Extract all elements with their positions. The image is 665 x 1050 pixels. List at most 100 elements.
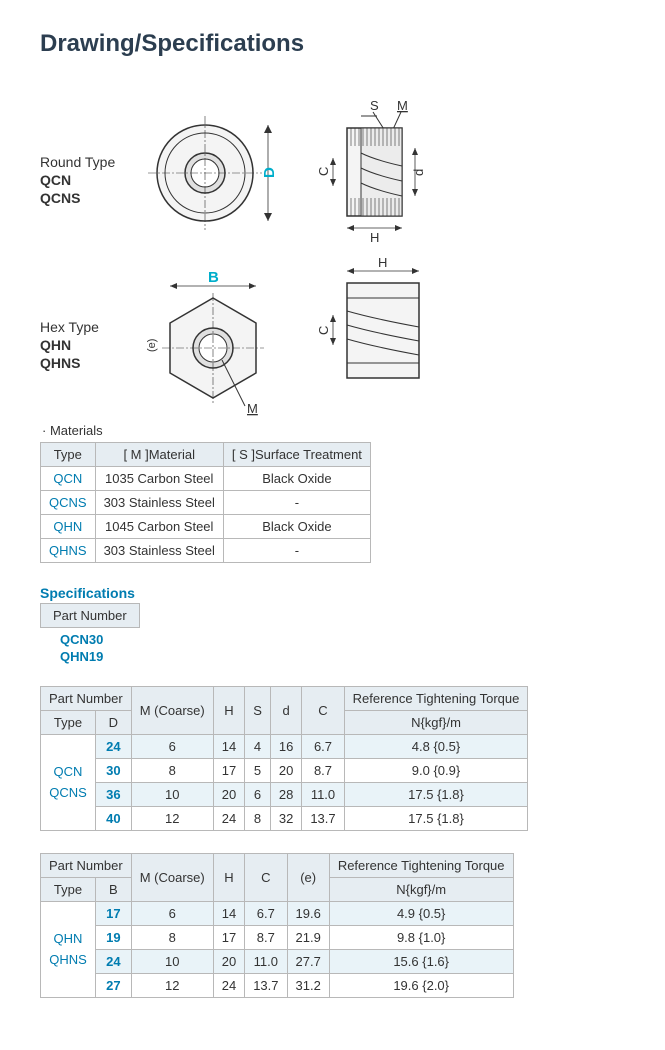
type-link[interactable]: QHNS — [49, 952, 87, 967]
cell: 6.7 — [245, 902, 287, 926]
cell: 20 — [213, 783, 244, 807]
dim-C: C — [316, 167, 331, 176]
cell-B[interactable]: 19 — [96, 926, 132, 950]
hd-type: Type — [41, 711, 96, 735]
cell: 8 — [131, 926, 213, 950]
cell: 24 — [213, 807, 244, 831]
materials-note: · Materials — [42, 423, 635, 438]
table-row: 24102011.027.715.6 {1.6} — [41, 950, 514, 974]
hd-B: B — [96, 878, 132, 902]
cell-D[interactable]: 36 — [96, 783, 132, 807]
cell: 6 — [245, 783, 271, 807]
part-number-header-table: Part Number — [40, 603, 140, 628]
cell: 4.9 {0.5} — [329, 902, 513, 926]
cell-B[interactable]: 17 — [96, 902, 132, 926]
type-cell: QCN QCNS — [41, 735, 96, 831]
cell-B[interactable]: 27 — [96, 974, 132, 998]
cell: - — [223, 491, 370, 515]
cell: 9.8 {1.0} — [329, 926, 513, 950]
cell: 13.7 — [245, 974, 287, 998]
type-link[interactable]: QCNS — [41, 491, 96, 515]
hd-torque-unit: N{kgf}/m — [344, 711, 528, 735]
cell: Black Oxide — [223, 467, 370, 491]
cell: 303 Stainless Steel — [95, 491, 223, 515]
cell: 8.7 — [302, 759, 344, 783]
hd-C: C — [302, 687, 344, 735]
cell: 1045 Carbon Steel — [95, 515, 223, 539]
table-row: 36102062811.017.5 {1.8} — [41, 783, 528, 807]
specifications-heading: Specifications — [40, 585, 635, 601]
type-link[interactable]: QCNS — [49, 785, 87, 800]
cell: 8 — [245, 807, 271, 831]
cell: 14 — [213, 735, 244, 759]
example-pn-2[interactable]: QHN19 — [40, 649, 635, 686]
table-row: 27122413.731.219.6 {2.0} — [41, 974, 514, 998]
type-link[interactable]: QHNS — [41, 539, 96, 563]
cell: 6 — [131, 735, 213, 759]
cell: 31.2 — [287, 974, 329, 998]
code-qcns: QCNS — [40, 190, 80, 206]
cell-D[interactable]: 40 — [96, 807, 132, 831]
cell: 8.7 — [245, 926, 287, 950]
cell: 10 — [131, 950, 213, 974]
cell-D[interactable]: 30 — [96, 759, 132, 783]
hd-C: C — [245, 854, 287, 902]
drawing-round-side: S M C d H — [315, 98, 465, 248]
code-qhns: QHNS — [40, 355, 80, 371]
table-row: QCN1035 Carbon SteelBlack Oxide — [41, 467, 371, 491]
type-link[interactable]: QHN — [54, 931, 83, 946]
dim-H: H — [370, 230, 379, 245]
cell: 8 — [131, 759, 213, 783]
type-cell: QHN QHNS — [41, 902, 96, 998]
cell: 19.6 — [287, 902, 329, 926]
technical-drawing-area: Round Type QCN QCNS Hex Type QHN QHNS D … — [40, 78, 635, 408]
code-qcn: QCN — [40, 172, 71, 188]
cell: 21.9 — [287, 926, 329, 950]
cell: 303 Stainless Steel — [95, 539, 223, 563]
cell: 6.7 — [302, 735, 344, 759]
cell: 12 — [131, 974, 213, 998]
cell: 17.5 {1.8} — [344, 807, 528, 831]
code-qhn: QHN — [40, 337, 71, 353]
cell: 32 — [270, 807, 301, 831]
cell: 19.6 {2.0} — [329, 974, 513, 998]
cell: 9.0 {0.9} — [344, 759, 528, 783]
cell: 4 — [245, 735, 271, 759]
hd-partnumber: Part Number — [41, 687, 132, 711]
hd-M: M (Coarse) — [131, 687, 213, 735]
cell: 14 — [213, 902, 244, 926]
cell: 11.0 — [302, 783, 344, 807]
cell: 11.0 — [245, 950, 287, 974]
cell-B[interactable]: 24 — [96, 950, 132, 974]
hd-type: Type — [41, 878, 96, 902]
drawing-round-front: D — [150, 118, 280, 248]
materials-table: Type [ M ]Material [ S ]Surface Treatmen… — [40, 442, 371, 563]
cell: 15.6 {1.6} — [329, 950, 513, 974]
dim-M2: M — [247, 401, 258, 416]
cell: 17.5 {1.8} — [344, 783, 528, 807]
hd-torque: Reference Tightening Torque — [344, 687, 528, 711]
spec-table-qhn: Part Number M (Coarse) H C (e) Reference… — [40, 853, 514, 998]
example-pn-1[interactable]: QCN30 — [40, 630, 635, 649]
spec-table-qcn: Part Number M (Coarse) H S d C Reference… — [40, 686, 528, 831]
hd-H: H — [213, 854, 244, 902]
cell: 13.7 — [302, 807, 344, 831]
cell: 16 — [270, 735, 301, 759]
dim-C2: C — [316, 326, 331, 335]
type-link[interactable]: QCN — [54, 764, 83, 779]
hd-e: (e) — [287, 854, 329, 902]
type-link[interactable]: QCN — [41, 467, 96, 491]
label-text: Round Type — [40, 154, 115, 170]
table-row: QHN1045 Carbon SteelBlack Oxide — [41, 515, 371, 539]
type-link[interactable]: QHN — [41, 515, 96, 539]
hd-S: S — [245, 687, 271, 735]
table-row: 198178.721.99.8 {1.0} — [41, 926, 514, 950]
dim-M: M — [397, 98, 408, 113]
round-type-label: Round Type QCN QCNS — [40, 153, 115, 208]
hd-partnumber: Part Number — [41, 854, 132, 878]
hd-d: d — [270, 687, 301, 735]
cell-D[interactable]: 24 — [96, 735, 132, 759]
dim-S: S — [370, 98, 379, 113]
hex-type-label: Hex Type QHN QHNS — [40, 318, 99, 373]
dim-B: B — [208, 269, 219, 286]
